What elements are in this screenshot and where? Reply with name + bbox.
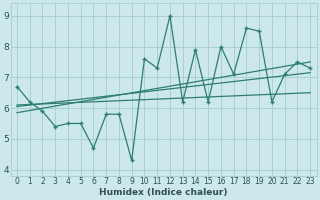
X-axis label: Humidex (Indice chaleur): Humidex (Indice chaleur) bbox=[99, 188, 228, 197]
